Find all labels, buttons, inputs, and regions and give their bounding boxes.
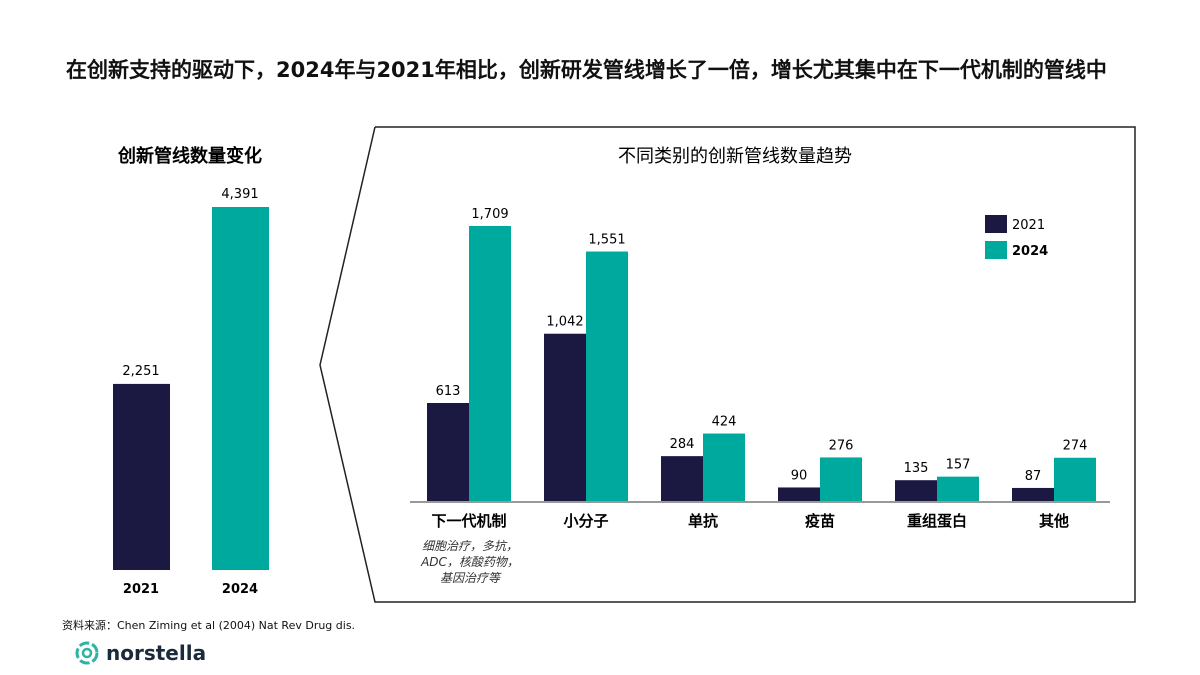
legend-swatch-2024 xyxy=(985,241,1007,259)
bar-下一代机制-2021 xyxy=(427,403,469,502)
norstella-logo: norstella xyxy=(74,640,206,666)
category-note: 细胞治疗，多抗， ADC，核酸药物，基因治疗等 xyxy=(420,539,519,585)
legend-label-2021: 2021 xyxy=(1012,218,1045,233)
data-label: 4,391 xyxy=(221,187,258,202)
x-tick-label: 疫苗 xyxy=(805,512,835,530)
callout-frame xyxy=(319,126,1136,603)
data-label: 1,042 xyxy=(546,315,583,330)
data-label: 613 xyxy=(436,384,461,399)
data-label: 1,551 xyxy=(588,233,625,248)
bar-2021 xyxy=(113,383,170,570)
data-label: 87 xyxy=(1025,469,1042,484)
x-tick-label: 2024 xyxy=(222,582,258,597)
bar-单抗-2021 xyxy=(661,456,703,502)
right-chart-title: 不同类别的创新管线数量趋势 xyxy=(618,146,852,167)
x-tick-label: 小分子 xyxy=(563,512,608,530)
bar-小分子-2024 xyxy=(586,251,628,502)
logo-icon xyxy=(75,641,99,665)
bar-2024 xyxy=(212,207,269,570)
data-label: 276 xyxy=(829,438,854,453)
data-label: 157 xyxy=(946,458,971,473)
page-title: 在创新支持的驱动下，2024年与2021年相比，创新研发管线增长了一倍，增长尤其… xyxy=(66,58,1107,82)
x-tick-label: 2021 xyxy=(123,582,159,597)
data-label: 1,709 xyxy=(471,207,508,222)
bar-下一代机制-2024 xyxy=(469,226,511,502)
data-label: 284 xyxy=(670,437,695,452)
data-label: 274 xyxy=(1063,439,1088,454)
data-label: 2,251 xyxy=(122,364,159,379)
data-label: 424 xyxy=(712,415,737,430)
x-tick-label: 其他 xyxy=(1039,512,1069,530)
bar-其他-2024 xyxy=(1054,457,1096,502)
source-note: 资料来源：Chen Ziming et al (2004) Nat Rev Dr… xyxy=(62,619,356,632)
left-chart-title: 创新管线数量变化 xyxy=(117,145,262,167)
bar-疫苗-2024 xyxy=(820,457,862,502)
bar-重组蛋白-2021 xyxy=(895,480,937,502)
x-tick-label: 下一代机制 xyxy=(431,512,506,530)
bar-单抗-2024 xyxy=(703,433,745,502)
data-label: 90 xyxy=(791,468,808,483)
bar-其他-2021 xyxy=(1012,487,1054,502)
legend: 2021 2024 xyxy=(985,215,1048,259)
x-tick-label: 重组蛋白 xyxy=(907,512,967,530)
legend-swatch-2021 xyxy=(985,215,1007,233)
bar-小分子-2021 xyxy=(544,333,586,502)
bar-疫苗-2021 xyxy=(778,487,820,502)
bar-重组蛋白-2024 xyxy=(937,476,979,502)
data-label: 135 xyxy=(904,461,929,476)
legend-label-2024: 2024 xyxy=(1012,244,1048,259)
x-tick-label: 单抗 xyxy=(688,512,718,530)
